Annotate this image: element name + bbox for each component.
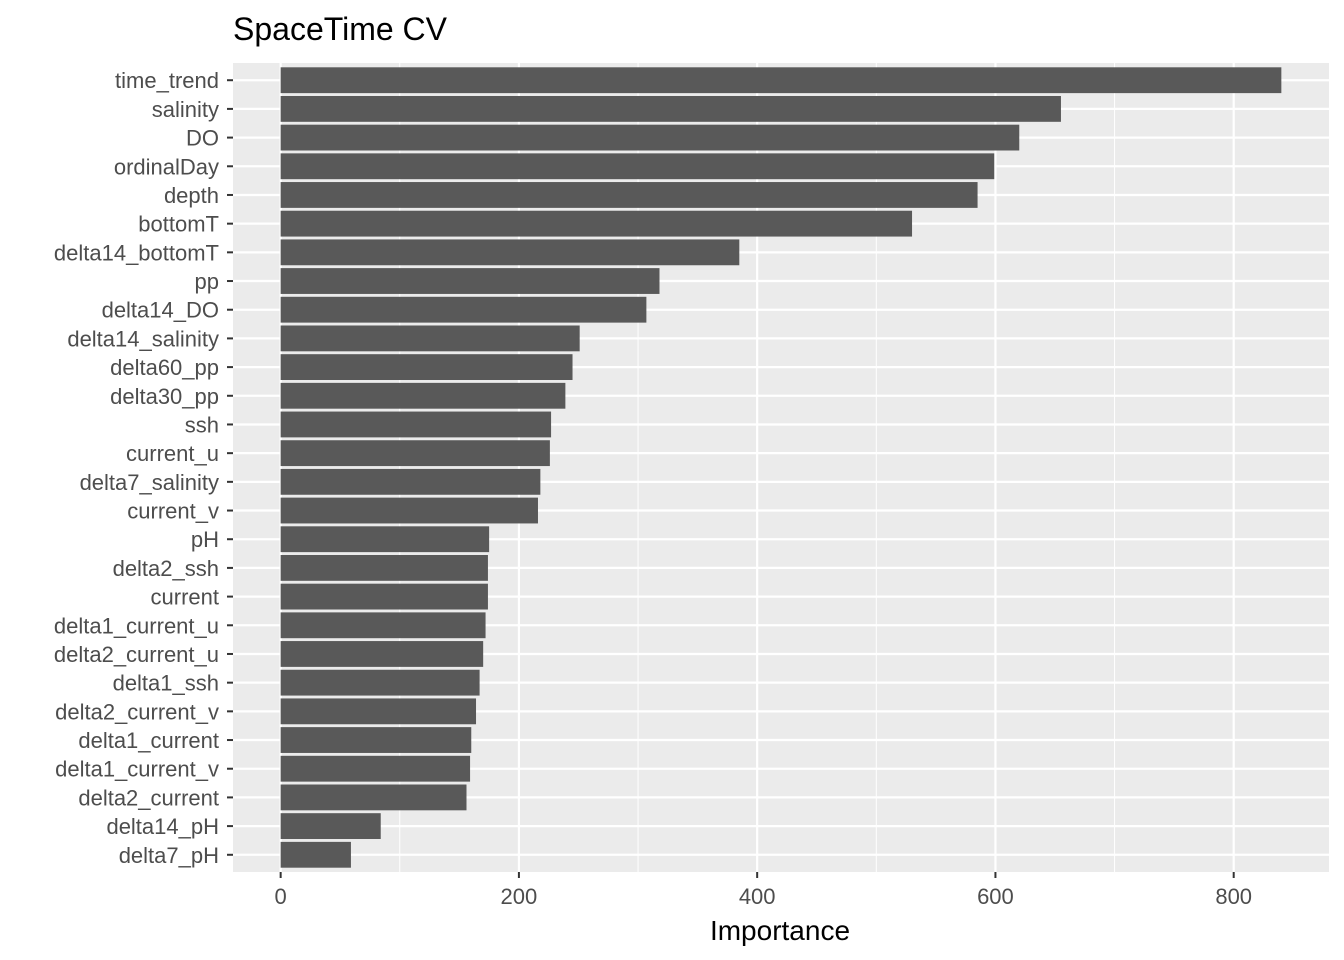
y-tick-label: ssh bbox=[185, 412, 219, 437]
y-tick-label: pH bbox=[191, 527, 219, 552]
y-tick-label: salinity bbox=[152, 97, 219, 122]
bar bbox=[280, 95, 1061, 122]
x-tick-label: 400 bbox=[739, 884, 776, 909]
bar bbox=[280, 669, 480, 696]
bar bbox=[280, 182, 978, 208]
bar bbox=[280, 755, 471, 782]
bar bbox=[280, 583, 488, 610]
bar bbox=[280, 841, 351, 868]
y-tick-label: delta1_ssh bbox=[113, 671, 219, 696]
y-tick-label: DO bbox=[186, 126, 219, 151]
bar bbox=[280, 526, 490, 553]
y-tick-label: delta1_current_v bbox=[55, 757, 219, 782]
y-tick-label: delta14_DO bbox=[102, 298, 219, 323]
y-tick-label: delta2_ssh bbox=[113, 556, 219, 581]
x-tick-label: 600 bbox=[977, 884, 1014, 909]
bar bbox=[280, 641, 484, 667]
y-tick-label: delta14_pH bbox=[106, 814, 219, 839]
bar bbox=[280, 612, 486, 639]
bar bbox=[280, 210, 913, 237]
x-tick-label: 800 bbox=[1215, 884, 1252, 909]
bar bbox=[280, 124, 1020, 151]
bar bbox=[280, 411, 552, 438]
x-axis-title: Importance bbox=[710, 915, 850, 946]
bar bbox=[280, 440, 550, 467]
bar bbox=[280, 784, 467, 811]
y-tick-label: delta2_current_v bbox=[55, 699, 219, 724]
y-tick-label: pp bbox=[195, 269, 219, 294]
bar bbox=[280, 382, 566, 409]
y-tick-label: delta14_bottomT bbox=[54, 240, 219, 265]
y-tick-label: delta2_current bbox=[78, 785, 219, 810]
bar bbox=[280, 727, 472, 753]
bars bbox=[280, 67, 1282, 868]
y-tick-label: delta7_pH bbox=[119, 843, 219, 868]
y-tick-label: current bbox=[151, 585, 219, 610]
y-tick-label: current_v bbox=[127, 499, 219, 524]
y-tick-label: ordinalDay bbox=[114, 154, 219, 179]
bar bbox=[280, 468, 541, 495]
y-tick-label: delta60_pp bbox=[110, 355, 219, 380]
y-tick-label: depth bbox=[164, 183, 219, 208]
bar bbox=[280, 354, 573, 381]
chart-title: SpaceTime CV bbox=[233, 11, 448, 47]
y-tick-label: delta7_salinity bbox=[80, 470, 219, 495]
y-tick-label: delta1_current bbox=[78, 728, 219, 753]
x-axis: 0 200 400 600 800 bbox=[275, 872, 1252, 909]
x-tick-label: 200 bbox=[501, 884, 538, 909]
bar bbox=[280, 325, 580, 352]
y-tick-label: time_trend bbox=[115, 68, 219, 93]
bar bbox=[280, 497, 538, 524]
y-tick-label: delta14_salinity bbox=[67, 326, 219, 351]
y-tick-label: delta2_current_u bbox=[54, 642, 219, 667]
bar bbox=[280, 67, 1282, 94]
y-tick-label: delta1_current_u bbox=[54, 613, 219, 638]
bar bbox=[280, 239, 740, 266]
y-tick-label: current_u bbox=[126, 441, 219, 466]
bar bbox=[280, 813, 381, 840]
y-axis: time_trend salinity DO ordinalDay depth botto… bbox=[54, 68, 233, 868]
x-tick-label: 0 bbox=[275, 884, 287, 909]
bar bbox=[280, 554, 488, 581]
y-tick-label: delta30_pp bbox=[110, 384, 219, 409]
bar bbox=[280, 698, 477, 725]
bar bbox=[280, 268, 660, 294]
bar bbox=[280, 153, 995, 180]
y-tick-label: bottomT bbox=[138, 212, 219, 237]
bar bbox=[280, 296, 647, 323]
